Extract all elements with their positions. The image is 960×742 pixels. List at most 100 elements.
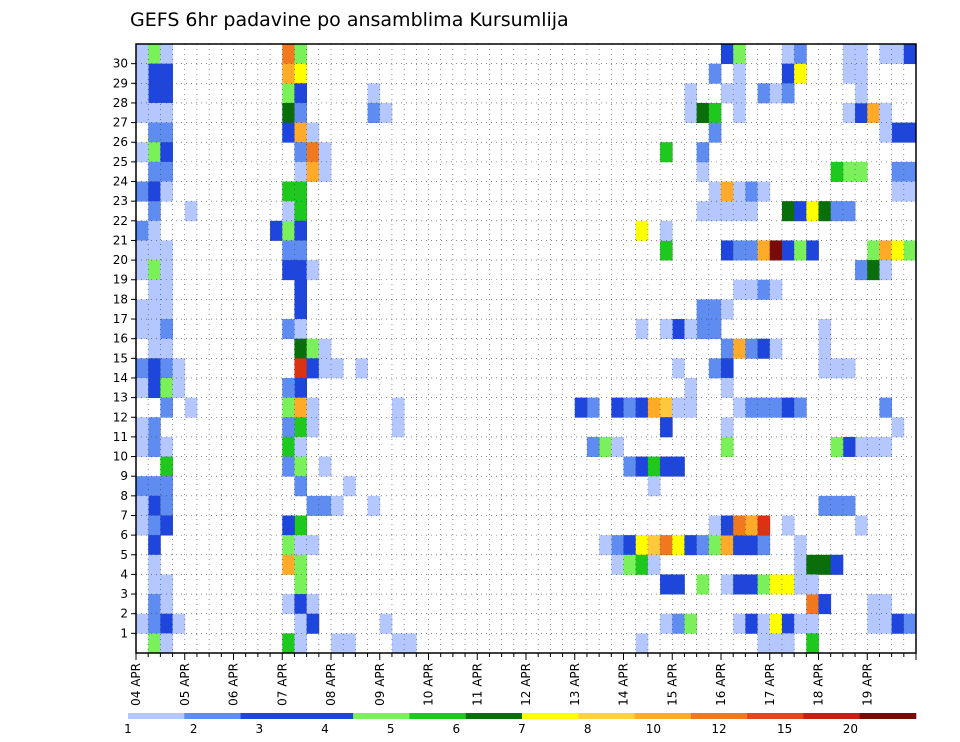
- heatmap-cell: [294, 594, 308, 615]
- heatmap-cell: [684, 319, 698, 340]
- heatmap-cell: [586, 397, 600, 418]
- heatmap-cell: [282, 633, 295, 654]
- legend-swatch: [409, 713, 467, 719]
- heatmap-cell: [647, 535, 661, 556]
- heatmap-cell: [842, 436, 856, 457]
- heatmap-cell: [733, 201, 746, 222]
- heatmap-cell: [708, 299, 722, 320]
- heatmap-cell: [745, 613, 758, 634]
- heatmap-cell: [160, 495, 173, 516]
- y-tick-label: 1: [120, 626, 128, 640]
- heatmap-cell: [148, 44, 161, 65]
- heatmap-cell: [282, 377, 295, 399]
- y-tick-label: 20: [113, 253, 128, 267]
- heatmap-cell: [794, 240, 807, 261]
- y-tick-label: 27: [113, 116, 128, 130]
- heatmap-cell: [294, 102, 308, 123]
- heatmap-cell: [294, 436, 308, 457]
- y-tick-label: 2: [120, 607, 128, 621]
- heatmap-cell: [318, 456, 332, 477]
- heatmap-cell: [148, 220, 161, 241]
- heatmap-cell: [745, 535, 758, 556]
- heatmap-cell: [160, 299, 173, 320]
- heatmap-cell: [355, 358, 368, 379]
- heatmap-cell: [721, 44, 734, 65]
- heatmap-cell: [757, 240, 771, 261]
- heatmap-cell: [769, 574, 783, 595]
- heatmap-cell: [867, 594, 880, 615]
- heatmap-cell: [830, 495, 844, 516]
- heatmap-cell: [660, 613, 673, 634]
- heatmap-cell: [331, 633, 344, 654]
- heatmap-cell: [891, 417, 905, 438]
- heatmap-cell: [891, 122, 905, 143]
- x-tick-label: 18 APR: [812, 663, 826, 706]
- heatmap-cell: [282, 240, 295, 261]
- y-tick-label: 3: [120, 587, 128, 601]
- heatmap-cell: [660, 397, 673, 418]
- heatmap-cell: [318, 161, 332, 182]
- heatmap-cell: [160, 515, 173, 536]
- heatmap-cell: [343, 633, 356, 654]
- heatmap-cell: [842, 63, 856, 84]
- heatmap-cell: [379, 102, 393, 123]
- heatmap-cell: [879, 613, 893, 634]
- heatmap-cell: [867, 240, 880, 261]
- heatmap-cell: [136, 102, 149, 123]
- heatmap-cell: [733, 44, 746, 65]
- heatmap-cell: [611, 397, 624, 418]
- heatmap-cell: [745, 338, 758, 359]
- heatmap-cell: [867, 260, 880, 281]
- y-tick-label: 18: [113, 292, 128, 306]
- legend-label: 1: [124, 722, 132, 736]
- legend-label: 15: [777, 722, 792, 736]
- heatmap-cell: [891, 240, 905, 261]
- heatmap-cell: [160, 574, 173, 595]
- legend-swatch: [240, 713, 298, 719]
- heatmap-cell: [733, 535, 746, 556]
- heatmap-cell: [842, 495, 856, 516]
- plot-area: 1234567891011121314151617181920212223242…: [113, 43, 917, 706]
- heatmap-cell: [684, 377, 698, 399]
- heatmap-cell: [148, 554, 161, 575]
- heatmap-cell: [635, 554, 649, 575]
- heatmap-cell: [794, 574, 807, 595]
- heatmap-cell: [660, 574, 673, 595]
- heatmap-cell: [306, 142, 320, 163]
- heatmap-cell: [282, 319, 295, 340]
- heatmap-cell: [148, 161, 161, 182]
- heatmap-cell: [160, 161, 173, 182]
- heatmap-cell: [733, 515, 746, 536]
- heatmap-cell: [830, 161, 844, 182]
- legend-swatch: [690, 713, 748, 719]
- heatmap-cell: [806, 201, 819, 222]
- x-tick-label: 06 APR: [227, 663, 241, 706]
- heatmap-cell: [733, 338, 746, 359]
- heatmap-cell: [294, 240, 308, 261]
- y-axis: 1234567891011121314151617181920212223242…: [113, 57, 136, 640]
- x-tick-label: 04 APR: [129, 663, 143, 706]
- heatmap-cell: [830, 201, 844, 222]
- heatmap-cell: [136, 83, 149, 104]
- heatmap-cell: [879, 122, 893, 143]
- heatmap-cell: [148, 495, 161, 516]
- heatmap-cell: [282, 181, 295, 202]
- heatmap-cell: [160, 181, 173, 202]
- y-tick-label: 11: [113, 430, 128, 444]
- heatmap-cell: [891, 613, 905, 634]
- heatmap-cell: [294, 260, 308, 281]
- heatmap-cell: [172, 377, 186, 399]
- heatmap-cell: [660, 417, 673, 438]
- legend-swatch: [522, 713, 579, 719]
- heatmap-cell: [745, 240, 758, 261]
- heatmap-cell: [830, 436, 844, 457]
- heatmap-cell: [891, 44, 905, 65]
- heatmap-cell: [282, 220, 295, 241]
- heatmap-cell: [136, 181, 149, 202]
- heatmap-cell: [294, 554, 308, 575]
- y-tick-label: 14: [113, 371, 128, 385]
- heatmap-cell: [696, 574, 710, 595]
- heatmap-cell: [306, 535, 320, 556]
- heatmap-cell: [672, 613, 685, 634]
- heatmap-cell: [136, 495, 149, 516]
